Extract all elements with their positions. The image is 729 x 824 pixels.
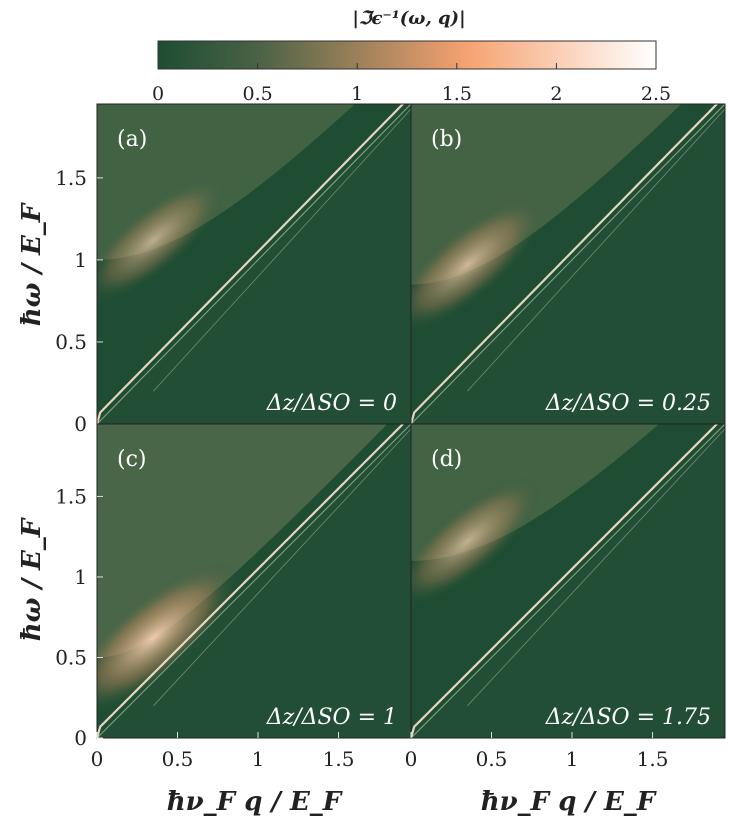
panel-annotation: Δz/ΔSO = 1 (266, 705, 397, 730)
panel-b: (b) Δz/ΔSO = 0.25 (410, 103, 726, 425)
continuum-glow (411, 476, 543, 607)
panel-annotation: Δz/ΔSO = 0.25 (545, 391, 711, 416)
colorbar-tick-label: 2.5 (641, 83, 671, 105)
diagonal-line (97, 104, 411, 424)
y-tick-label: 1 (74, 248, 87, 272)
y-tick-label: 0 (74, 726, 87, 750)
panels: (a) Δz/ΔSO = 0 0 0.5 1 1.5 (b) Δz/ΔSO = 0.25 (c)… (55, 103, 726, 771)
x-tick-label: 0.5 (476, 747, 508, 771)
x-tick-label: 1.5 (323, 747, 355, 771)
plasmon-curve (97, 104, 405, 424)
continuum-glow (411, 196, 546, 334)
panel-label: (c) (117, 447, 147, 472)
y-tick-label: 1 (74, 565, 87, 589)
panel-a: (a) Δz/ΔSO = 0 0 0.5 1 1.5 (55, 103, 412, 436)
plasmon-curve (97, 424, 405, 738)
panel-c: (c) Δz/ΔSO = 1 0 0.5 1 1.5 0 0.5 1 1.5 (55, 423, 412, 771)
panel-annotation: Δz/ΔSO = 0 (266, 391, 397, 416)
secondary-line (467, 108, 725, 392)
colorbar-tick-label: 0.5 (242, 83, 272, 105)
colorbar (157, 40, 657, 70)
secondary-line (153, 428, 411, 707)
panel-d: (d) Δz/ΔSO = 1.75 0 0.5 1 1.5 (405, 423, 726, 771)
ylabel-bottom: ħω / E_F (17, 517, 47, 641)
x-tick-label: 0 (91, 747, 104, 771)
panel-label: (a) (117, 127, 147, 152)
colorbar-title: |ℑϵ⁻¹(ω, q)| (352, 8, 465, 29)
panel-label: (b) (431, 127, 462, 152)
panel-frame (410, 423, 726, 739)
x-tick-label: 0 (405, 747, 418, 771)
diagonal-line (97, 424, 411, 738)
x-tick-label: 0.5 (162, 747, 194, 771)
ylabel-top: ħω / E_F (17, 202, 47, 326)
y-tick-label: 1.5 (55, 484, 87, 508)
y-tick-label: 0 (74, 412, 87, 436)
xlabel-left: ħν_F q / E_F (167, 787, 343, 817)
x-tick-label: 1 (252, 747, 265, 771)
plasmon-curve (411, 104, 719, 424)
x-tick-label: 1 (566, 747, 579, 771)
colorbar-tick-label: 0 (152, 83, 164, 105)
plasmon-curve (411, 424, 719, 738)
continuum-glow (97, 561, 242, 716)
y-tick-label: 0.5 (55, 645, 87, 669)
secondary-line (467, 428, 725, 707)
y-tick-label: 1.5 (55, 166, 87, 190)
x-tick-label: 1.5 (637, 747, 669, 771)
secondary-line (153, 108, 411, 392)
y-tick-label: 0.5 (55, 330, 87, 354)
panel-label: (d) (431, 447, 462, 472)
colorbar-tick-label: 1 (351, 83, 363, 105)
panel-annotation: Δz/ΔSO = 1.75 (545, 705, 711, 730)
colorbar-tick-label: 1.5 (442, 83, 472, 105)
xlabel-right: ħν_F q / E_F (481, 787, 657, 817)
diagonal-line (411, 104, 725, 424)
colorbar-tick-label: 2 (550, 83, 562, 105)
continuum-glow (97, 176, 227, 305)
diagonal-line (411, 424, 725, 738)
colorbar-ticks: 0 0.5 1 1.5 2 2.5 (152, 63, 671, 105)
